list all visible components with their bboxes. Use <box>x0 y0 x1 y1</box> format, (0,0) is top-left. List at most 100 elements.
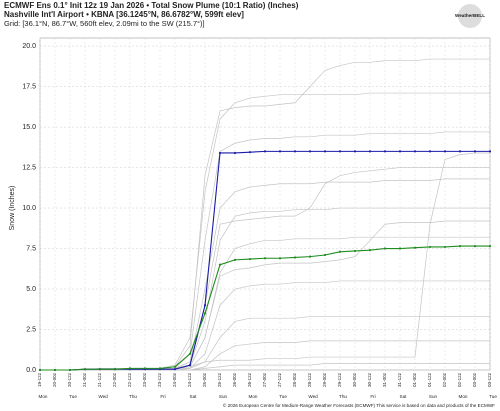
day-label: Tue <box>279 394 287 399</box>
x-tick-label: 26-12z <box>247 372 252 387</box>
x-tick-label: 03-12z <box>487 372 492 387</box>
x-tick-label: 20-00z <box>52 372 57 387</box>
point <box>233 151 237 155</box>
x-tick-label: 24-00z <box>172 372 177 387</box>
x-tick-label: 19-12z <box>37 372 42 387</box>
point <box>248 151 252 154</box>
point <box>173 365 177 368</box>
x-tick-label: 29-00z <box>322 372 327 387</box>
day-label: Mon <box>39 394 48 399</box>
day-label: Sun <box>219 394 228 399</box>
x-tick-label: 23-12z <box>157 372 162 387</box>
point <box>488 150 492 153</box>
footer: © 2026 European Centre for Medium-Range … <box>223 402 495 408</box>
x-tick-label: 25-12z <box>217 372 222 387</box>
point <box>458 245 462 248</box>
point <box>98 368 102 371</box>
x-tick-label: 28-00z <box>292 372 297 387</box>
x-tick-label: 01-00z <box>412 372 417 387</box>
x-tick-label: 02-00z <box>442 372 447 387</box>
x-tick-label: 31-00z <box>382 372 387 387</box>
x-tick-label: 29-12z <box>337 372 342 387</box>
point <box>368 249 372 252</box>
point <box>323 150 327 153</box>
point <box>413 150 417 153</box>
day-label: Mon <box>459 394 468 399</box>
x-tick-label: 23-00z <box>142 372 147 387</box>
point <box>173 368 177 371</box>
point <box>353 249 357 253</box>
point <box>308 255 312 258</box>
point <box>143 367 147 370</box>
y-tick-label: 15.0 <box>22 124 36 131</box>
day-label: Fri <box>160 394 165 399</box>
chart-subtitle: Nashville Int'l Airport • KBNA [36.1245°… <box>4 10 244 19</box>
x-tick-label: 25-00z <box>202 372 207 387</box>
point <box>428 245 432 249</box>
point <box>158 367 162 370</box>
x-tick-label: 30-00z <box>352 372 357 387</box>
day-label: Thu <box>339 394 347 399</box>
x-tick-label: 02-12z <box>457 372 462 387</box>
x-tick-label: 03-00z <box>472 372 477 387</box>
day-label: Sat <box>190 394 198 399</box>
point <box>458 150 462 153</box>
point <box>113 368 117 371</box>
x-tick-label: 21-00z <box>82 372 87 387</box>
point <box>353 150 357 153</box>
point <box>323 253 327 257</box>
point <box>473 150 477 153</box>
day-label: Sat <box>400 394 408 399</box>
x-tick-label: 26-00z <box>232 372 237 387</box>
x-tick-label: 22-12z <box>127 372 132 387</box>
point <box>38 368 42 372</box>
x-tick-label: 22-00z <box>112 372 117 387</box>
point <box>128 367 132 370</box>
point <box>83 368 87 371</box>
point <box>248 257 252 261</box>
day-label: Fri <box>370 394 375 399</box>
point <box>278 257 282 260</box>
point <box>383 150 387 153</box>
point <box>203 312 207 315</box>
x-tick-label: 27-00z <box>262 372 267 387</box>
day-label: Wed <box>308 394 318 399</box>
point <box>473 245 477 248</box>
day-label: Wed <box>98 394 108 399</box>
point <box>53 368 57 372</box>
y-tick-label: 2.5 <box>26 326 36 333</box>
point <box>233 258 237 261</box>
point <box>398 150 402 153</box>
y-tick-label: 0.0 <box>26 367 36 374</box>
x-tick-label: 30-12z <box>367 372 372 387</box>
x-tick-label: 31-12z <box>397 372 402 387</box>
point <box>278 150 282 153</box>
point <box>263 257 267 260</box>
point <box>203 304 207 307</box>
day-label: Mon <box>249 394 258 399</box>
point <box>308 150 312 153</box>
y-tick-label: 20.0 <box>22 43 36 50</box>
point <box>263 150 267 153</box>
day-label: Sun <box>429 394 438 399</box>
point <box>398 247 402 250</box>
chart-title: ECMWF Ens 0.1° Init 12z 19 Jan 2026 • To… <box>4 1 299 10</box>
point <box>443 150 447 153</box>
point <box>218 263 222 266</box>
day-label: Tue <box>489 394 497 399</box>
point <box>428 150 432 153</box>
point <box>338 150 342 153</box>
day-label: Tue <box>69 394 77 399</box>
y-tick-label: 7.5 <box>26 245 36 252</box>
x-tick-label: 28-12z <box>307 372 312 387</box>
point <box>413 246 417 249</box>
point <box>188 352 192 355</box>
logo: WeatherBELL <box>455 13 485 18</box>
point <box>383 247 387 250</box>
point <box>218 151 222 155</box>
x-tick-label: 27-12z <box>277 372 282 387</box>
point <box>368 150 372 153</box>
point <box>443 245 447 249</box>
day-label: Thu <box>129 394 137 399</box>
